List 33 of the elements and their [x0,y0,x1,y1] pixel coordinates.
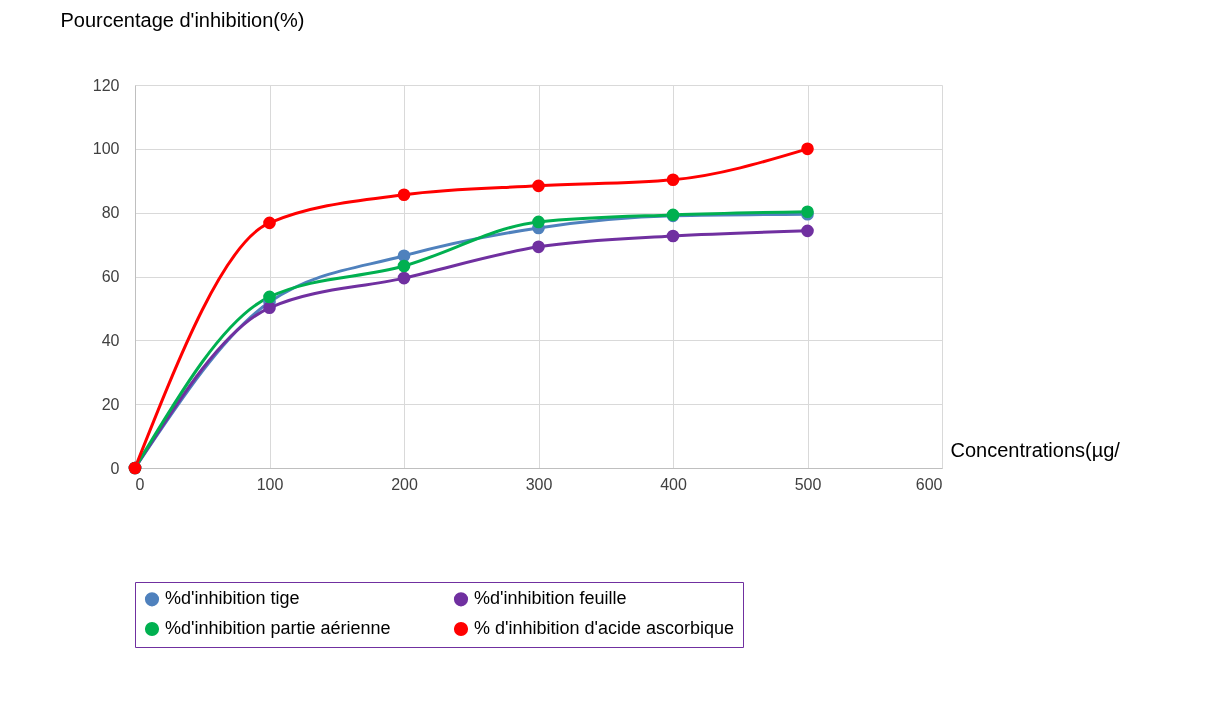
point [532,215,545,229]
point [263,290,276,304]
x-tick-label: 600 [915,475,943,493]
y-axis-title: Pourcentage d'inhibition(%) [60,8,305,31]
point [666,229,680,243]
x-axis-title: Concentrations(µg/ [950,438,1121,461]
point [666,173,680,187]
legend-label: %d'inhibition tige [165,588,300,609]
y-tick-label: 120 [92,76,120,94]
x-tick-label: 300 [525,475,553,493]
legend-label: % d'inhibition d'acide ascorbique [474,618,735,638]
y-tick-label: 100 [92,140,120,158]
point [532,240,545,254]
legend-label: %d'inhibition feuille [474,588,627,609]
point [397,271,411,285]
y-tick-label: 0 [110,459,120,477]
x-tick-label: 100 [256,475,284,493]
y-tick-label: 60 [101,268,120,285]
point [801,142,814,156]
y-tick-label: 20 [101,395,120,413]
point [397,188,411,202]
x-tick-label: 0 [135,475,145,493]
point [801,224,814,238]
x-tick-label: 200 [391,475,418,493]
y-tick-label: 80 [101,204,120,222]
x-tick-label: 400 [660,475,687,493]
x-tick-label: 500 [794,475,822,493]
point [263,301,276,315]
point [397,259,411,273]
point [263,216,276,230]
y-tick-label: 40 [101,331,120,349]
point [532,179,545,193]
legend-label: %d'inhibition partie aérienne [165,618,391,638]
